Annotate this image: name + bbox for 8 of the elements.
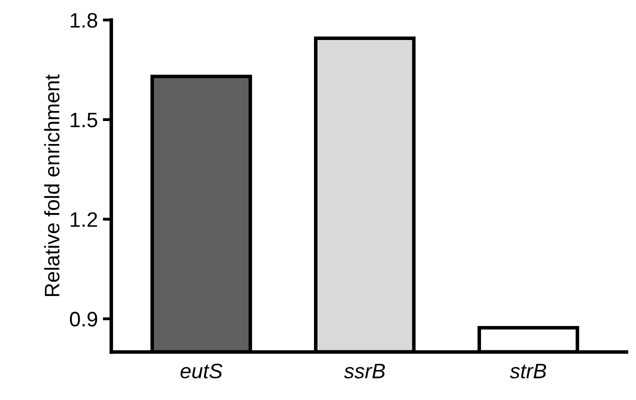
y-tick-label: 1.5 bbox=[70, 112, 98, 128]
x-tick-label: eutS bbox=[180, 364, 222, 378]
y-tick-label: 1.8 bbox=[70, 13, 98, 28]
x-tick-label: ssrB bbox=[344, 364, 385, 378]
y-axis-title: Relative fold enrichment bbox=[44, 74, 60, 296]
x-tick-label: strB bbox=[510, 364, 546, 378]
y-tick-label: 0.9 bbox=[70, 312, 98, 327]
y-tick-label: 1.2 bbox=[70, 212, 98, 227]
